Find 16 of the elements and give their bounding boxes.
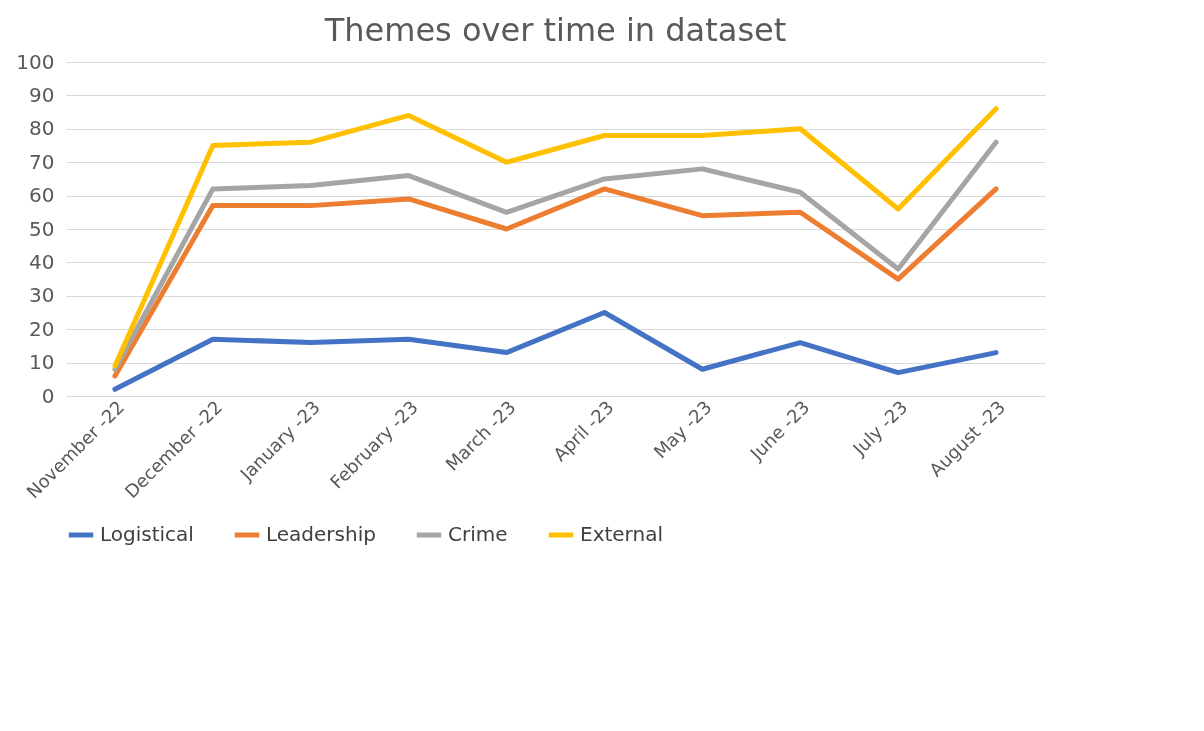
y-tick-label: 40 [29,249,55,274]
y-tick-label: 0 [41,383,55,408]
legend-label: External [580,522,663,546]
y-tick-label: 30 [29,283,55,308]
legend-label: Logistical [100,522,194,546]
chart-title: Themes over time in dataset [323,11,787,49]
y-tick-label: 20 [29,316,55,341]
y-tick-label: 90 [29,82,55,107]
legend-label: Leadership [266,522,376,546]
y-tick-label: 80 [29,116,55,141]
legend-label: Crime [448,522,508,546]
y-tick-label: 70 [29,149,55,174]
y-tick-label: 100 [16,49,55,74]
y-tick-label: 60 [29,183,55,208]
y-tick-label: 10 [29,350,55,375]
y-tick-label: 50 [29,216,55,241]
